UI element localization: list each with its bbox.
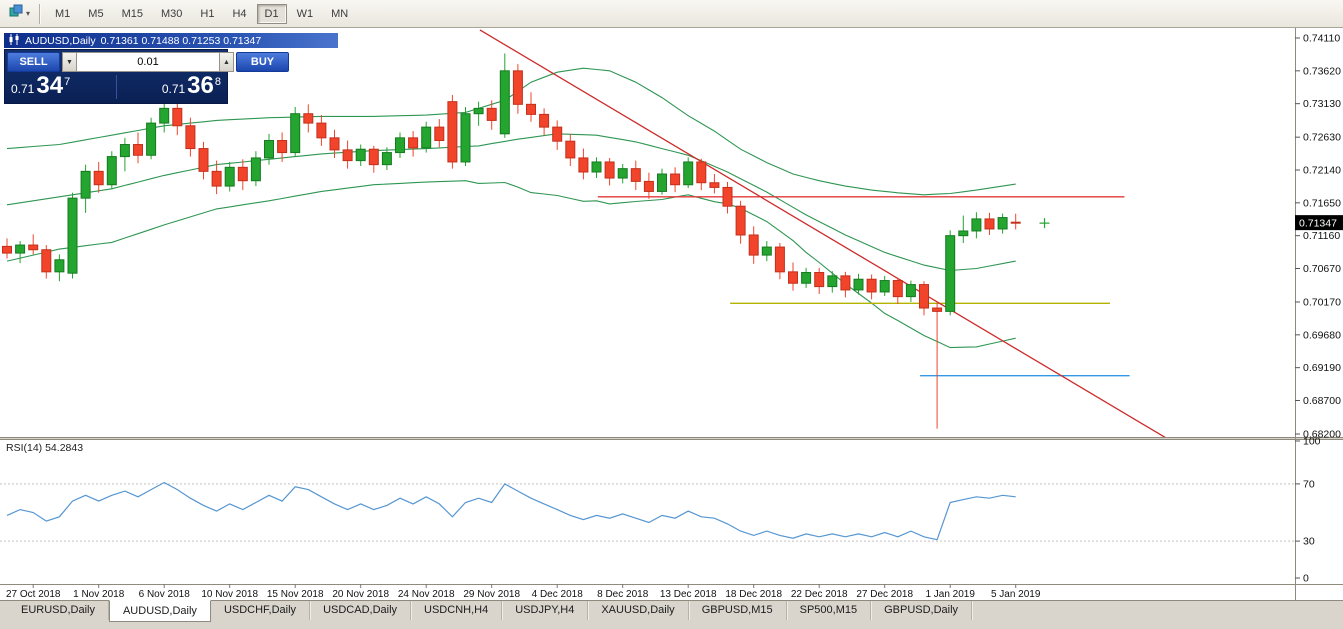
chart-profile-button[interactable]: ▾ bbox=[5, 0, 33, 27]
rsi-tick-label: 30 bbox=[1303, 536, 1315, 548]
price-tick-label: 0.70670 bbox=[1303, 263, 1341, 275]
date-tick-label: 15 Nov 2018 bbox=[267, 589, 324, 600]
timeframe-button-m1[interactable]: M1 bbox=[47, 4, 78, 24]
bollinger-bands bbox=[6, 67, 1016, 349]
date-tick-label: 27 Oct 2018 bbox=[6, 589, 61, 600]
chart-tab-usdjpy-h4[interactable]: USDJPY,H4 bbox=[502, 601, 589, 620]
buy-price: 0.71 36 8 bbox=[123, 72, 221, 99]
candlesticks bbox=[2, 53, 1021, 429]
buy-button[interactable]: BUY bbox=[236, 52, 289, 72]
price-tick-label: 0.71650 bbox=[1303, 197, 1341, 209]
price-tick-label: 0.69680 bbox=[1303, 329, 1341, 341]
rsi-tick-label: 0 bbox=[1303, 573, 1309, 585]
chart-layers-icon bbox=[8, 3, 24, 24]
trendline[interactable] bbox=[479, 29, 1166, 438]
price-tick-label: 0.68700 bbox=[1303, 395, 1341, 407]
time-axis[interactable]: 27 Oct 2018 1 Nov 2018 6 Nov 2018 10 Nov 20… bbox=[6, 584, 1041, 600]
sell-button[interactable]: SELL bbox=[7, 52, 60, 72]
date-tick-label: 8 Dec 2018 bbox=[597, 589, 649, 600]
chart-tab-eurusd-daily[interactable]: EURUSD,Daily bbox=[8, 601, 109, 620]
volume-stepper: ▼ ▲ bbox=[62, 52, 234, 72]
price-tick-label: 0.72140 bbox=[1303, 164, 1341, 176]
date-tick-label: 22 Dec 2018 bbox=[791, 589, 848, 600]
price-tick-label: 0.70170 bbox=[1303, 296, 1341, 308]
timeframe-button-h4[interactable]: H4 bbox=[224, 4, 254, 24]
chart-title-ohlc: 0.71361 0.71488 0.71253 0.71347 bbox=[100, 34, 262, 47]
chart-tab-usdcad-daily[interactable]: USDCAD,Daily bbox=[310, 601, 412, 620]
top-toolbar: ▾ M1 M5 M15 M30 H1 H4 D1 W1 MN bbox=[0, 0, 1343, 28]
one-click-trading-panel: SELL ▼ ▲ BUY 0.71 34 7 0.71 36 8 bbox=[4, 49, 289, 104]
price-tick-label: 0.73130 bbox=[1303, 98, 1341, 110]
price-tick-label: 0.69190 bbox=[1303, 362, 1341, 374]
timeframe-button-mn[interactable]: MN bbox=[323, 4, 356, 24]
date-tick-label: 29 Nov 2018 bbox=[463, 589, 520, 600]
price-axis[interactable]: 0.74110 0.73620 0.73130 0.72630 0.72140 0.716… bbox=[1295, 28, 1343, 600]
rsi-tick-label: 100 bbox=[1303, 436, 1321, 448]
price-tick-label: 0.74110 bbox=[1303, 33, 1340, 45]
sell-price-prefix: 0.71 bbox=[11, 82, 35, 96]
toolbar-separator bbox=[39, 3, 41, 24]
date-tick-label: 5 Jan 2019 bbox=[991, 589, 1041, 600]
price-tick-label: 0.71160 bbox=[1303, 230, 1340, 242]
date-tick-label: 6 Nov 2018 bbox=[139, 589, 191, 600]
timeframe-button-h1[interactable]: H1 bbox=[192, 4, 222, 24]
date-tick-label: 1 Jan 2019 bbox=[925, 589, 975, 600]
sell-price-pipette: 7 bbox=[64, 76, 71, 88]
chart-window-titlebar[interactable]: AUDUSD,Daily 0.71361 0.71488 0.71253 0.7… bbox=[4, 33, 338, 48]
chart-tab-usdcnh-h4[interactable]: USDCNH,H4 bbox=[411, 601, 503, 620]
price-divider bbox=[115, 75, 117, 99]
price-tick-label: 0.73620 bbox=[1303, 65, 1341, 77]
timeframe-button-d1[interactable]: D1 bbox=[256, 3, 287, 24]
timeframe-button-w1[interactable]: W1 bbox=[289, 4, 322, 24]
timeframe-button-m5[interactable]: M5 bbox=[80, 4, 111, 24]
chart-tab-audusd-daily[interactable]: AUDUSD,Daily bbox=[108, 600, 211, 622]
chart-tab-gbpusd-daily[interactable]: GBPUSD,Daily bbox=[871, 601, 973, 620]
timeframe-buttons: M1 M5 M15 M30 H1 H4 D1 W1 MN bbox=[46, 3, 357, 24]
timeframe-button-m30[interactable]: M30 bbox=[153, 4, 190, 24]
rsi-indicator-pane: RSI(14) 54.2843 bbox=[0, 442, 1343, 585]
price-tick-label: 0.72630 bbox=[1303, 132, 1341, 144]
date-tick-label: 1 Nov 2018 bbox=[73, 589, 125, 600]
rsi-label: RSI(14) 54.2843 bbox=[6, 442, 83, 454]
chart-tab-xauusd-daily[interactable]: XAUUSD,Daily bbox=[588, 601, 689, 620]
chevron-down-icon[interactable]: ▾ bbox=[26, 9, 31, 18]
date-tick-label: 24 Nov 2018 bbox=[398, 589, 455, 600]
sell-price: 0.71 34 7 bbox=[11, 73, 110, 99]
current-price-cross-marker bbox=[1039, 218, 1050, 229]
date-tick-label: 18 Dec 2018 bbox=[725, 589, 782, 600]
volume-decrease-button[interactable]: ▼ bbox=[62, 52, 77, 72]
timeframe-button-m15[interactable]: M15 bbox=[114, 4, 151, 24]
candlestick-chart-icon bbox=[9, 33, 20, 48]
date-tick-label: 10 Nov 2018 bbox=[201, 589, 258, 600]
date-tick-label: 27 Dec 2018 bbox=[856, 589, 913, 600]
buy-price-pips: 36 bbox=[187, 72, 214, 99]
chart-tab-usdchf-daily[interactable]: USDCHF,Daily bbox=[211, 601, 311, 620]
rsi-tick-label: 70 bbox=[1303, 478, 1315, 490]
date-tick-label: 4 Dec 2018 bbox=[532, 589, 584, 600]
chart-area[interactable]: RSI(14) 54.2843 0.74110 0.73620 0.73130 0.72… bbox=[0, 28, 1343, 600]
buy-price-pipette: 8 bbox=[214, 76, 221, 88]
chart-canvas[interactable]: RSI(14) 54.2843 0.74110 0.73620 0.73130 0.72… bbox=[0, 28, 1343, 600]
current-price-label: 0.71347 bbox=[1299, 218, 1337, 230]
pane-divider[interactable] bbox=[0, 437, 1343, 440]
date-tick-label: 13 Dec 2018 bbox=[660, 589, 717, 600]
chart-title-symbol: AUDUSD,Daily bbox=[25, 34, 96, 47]
volume-input[interactable] bbox=[77, 52, 219, 72]
chart-tab-sp500-m15[interactable]: SP500,M15 bbox=[787, 601, 872, 620]
chart-tabs-bar: EURUSD,Daily AUDUSD,Daily USDCHF,Daily USDC… bbox=[0, 600, 1343, 629]
chart-tab-gbpusd-m15[interactable]: GBPUSD,M15 bbox=[689, 601, 787, 620]
sell-price-pips: 34 bbox=[36, 72, 64, 99]
price-tick-label: 0.68200 bbox=[1303, 428, 1341, 440]
buy-price-prefix: 0.71 bbox=[161, 82, 186, 96]
date-tick-label: 20 Nov 2018 bbox=[332, 589, 389, 600]
volume-increase-button[interactable]: ▲ bbox=[219, 52, 234, 72]
